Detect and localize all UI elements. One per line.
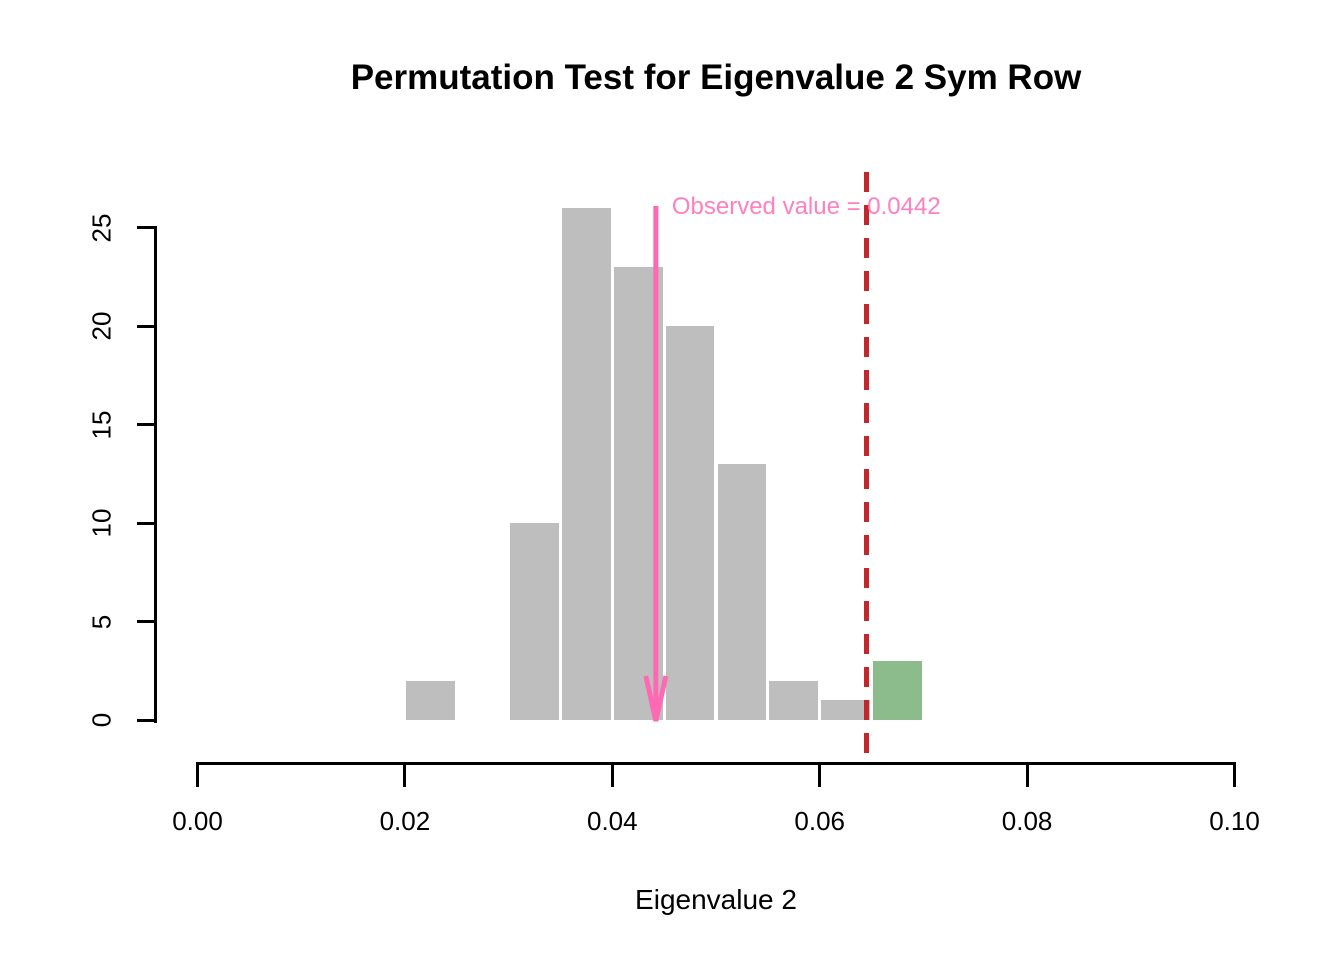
y-tick-label: 25 [86, 213, 117, 242]
highlighted-histogram-bar [873, 660, 922, 720]
y-tick [137, 521, 155, 525]
x-axis-line [196, 762, 1236, 765]
y-tick-label: 15 [86, 410, 117, 439]
histogram-bar [510, 523, 559, 720]
histogram-bar [769, 680, 819, 720]
y-tick-label: 0 [86, 712, 117, 728]
y-tick [137, 324, 155, 328]
x-tick-label: 0.08 [1001, 806, 1053, 836]
y-tick [137, 423, 155, 426]
x-tick [1233, 762, 1236, 787]
x-tick [818, 762, 822, 787]
x-tick [196, 762, 199, 787]
histogram-bar [717, 463, 767, 720]
chart-title: Permutation Test for Eigenvalue 2 Sym Ro… [350, 58, 1082, 97]
x-tick [1025, 762, 1029, 787]
threshold-line [863, 172, 869, 763]
x-tick-label: 0.04 [586, 806, 638, 836]
x-tick [610, 762, 614, 787]
x-tick [403, 762, 407, 787]
x-axis-title: Eigenvalue 2 [635, 884, 797, 915]
x-tick-label: 0.06 [794, 806, 845, 836]
y-tick [137, 226, 155, 229]
observed-value-label: Observed value = 0.0442 [671, 193, 941, 220]
histogram-bar [561, 207, 611, 720]
y-tick-label: 20 [86, 311, 117, 341]
x-tick-label: 0.00 [172, 806, 223, 836]
y-tick-label: 5 [86, 614, 117, 629]
histogram-bar [665, 326, 715, 720]
x-tick-label: 0.02 [379, 806, 431, 836]
x-tick-label: 0.10 [1209, 806, 1260, 836]
y-axis-line [154, 226, 157, 723]
y-tick-label: 10 [86, 508, 117, 538]
histogram-bar [821, 700, 871, 720]
histogram-bar [406, 680, 456, 720]
histogram-bar [613, 266, 663, 720]
y-tick [137, 620, 155, 623]
y-tick [137, 718, 155, 722]
